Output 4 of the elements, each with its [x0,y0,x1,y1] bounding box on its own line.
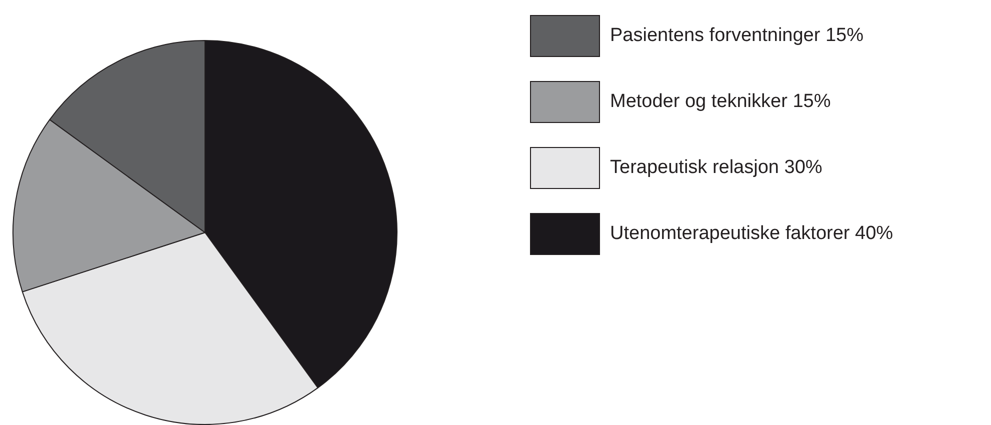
legend-label: Terapeutisk relasjon 30% [610,157,822,179]
legend-label: Metoder og teknikker 15% [610,91,831,113]
legend-label: Pasientens forventninger 15% [610,25,864,47]
legend-label: Utenomterapeutiske faktorer 40% [610,223,894,245]
